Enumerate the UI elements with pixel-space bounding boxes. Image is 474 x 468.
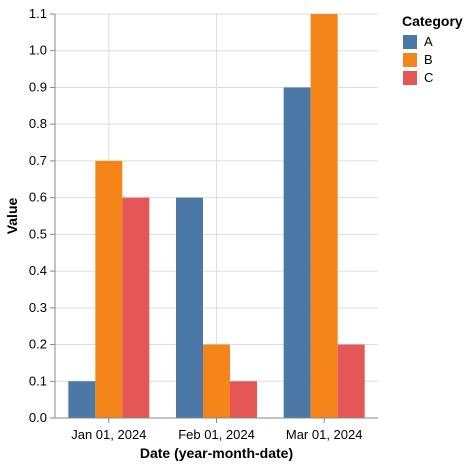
legend-label-b: B [424,52,433,67]
y-tick-label: 0.6 [29,190,47,205]
bar-c-3 [337,344,365,418]
y-tick-label: 0.5 [29,226,47,241]
bar-a-1 [68,381,96,418]
y-axis-title: Value [4,198,20,235]
y-tick-label: 0.2 [29,337,47,352]
x-tick-label: Jan 01, 2024 [71,427,146,442]
y-tick-label: 0.9 [29,79,47,94]
bar-c-1 [122,197,150,418]
legend: Category ABC [402,13,463,85]
x-axis-title: Date (year-month-date) [140,445,293,461]
y-tick-label: 0.7 [29,153,47,168]
y-tick-label: 0.1 [29,373,47,388]
y-tick-label: 0.8 [29,116,47,131]
legend-swatch-c [403,71,417,85]
y-tick-label: 0.0 [29,410,47,425]
x-tick-label: Mar 01, 2024 [286,427,363,442]
bar-b-1 [95,160,123,418]
y-tick-label: 0.3 [29,300,47,315]
axes: 0.0 0.1 0.2 0.3 0.4 0.5 0.6 0.7 0.8 0.9 1.0 1.1 Jan … [29,6,378,442]
y-tick-label: 1.0 [29,43,47,58]
bar-b-3 [310,14,338,418]
y-tick-label: 0.4 [29,263,47,278]
x-tick-label: Feb 01, 2024 [178,427,255,442]
legend-label-c: C [424,70,433,85]
legend-label-a: A [424,34,433,49]
bar-a-2 [176,197,203,418]
y-tick-label: 1.1 [29,6,47,21]
bar-a-3 [283,87,311,419]
bar-b-2 [203,344,230,418]
legend-title: Category [402,13,463,29]
bars [68,14,365,419]
legend-swatch-a [403,35,417,49]
legend-swatch-b [403,53,417,67]
bar-c-2 [230,381,257,418]
